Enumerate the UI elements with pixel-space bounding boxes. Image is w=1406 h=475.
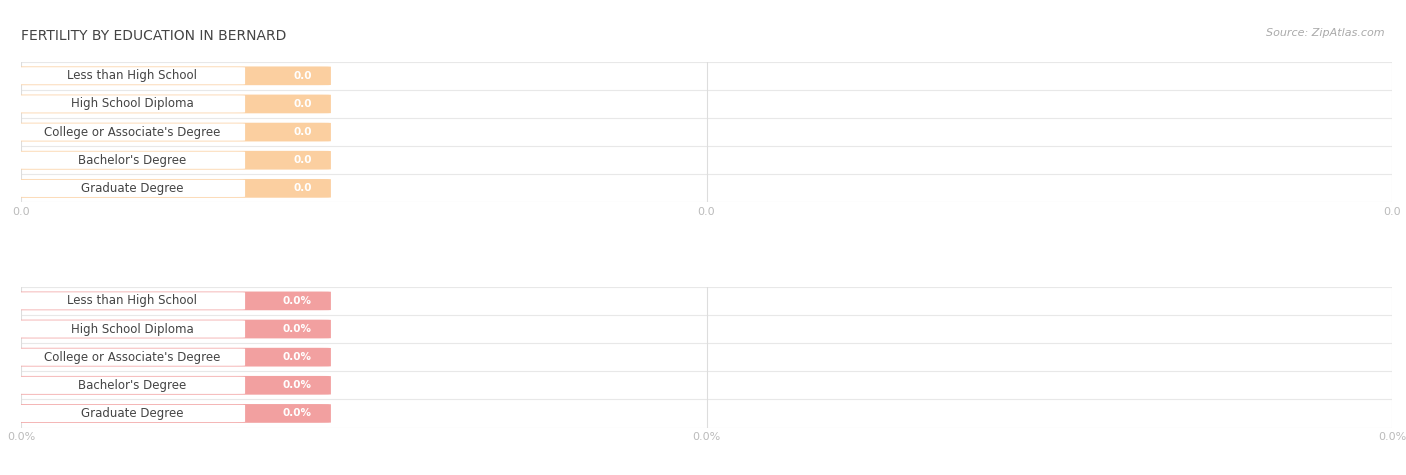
Text: College or Associate's Degree: College or Associate's Degree bbox=[44, 125, 221, 139]
FancyBboxPatch shape bbox=[13, 95, 330, 114]
Text: 0.0%: 0.0% bbox=[283, 408, 312, 418]
Text: Source: ZipAtlas.com: Source: ZipAtlas.com bbox=[1267, 28, 1385, 38]
FancyBboxPatch shape bbox=[20, 292, 245, 310]
Text: 0.0: 0.0 bbox=[294, 155, 312, 165]
FancyBboxPatch shape bbox=[20, 321, 245, 338]
Text: 0.0: 0.0 bbox=[294, 127, 312, 137]
Text: 0.0: 0.0 bbox=[294, 71, 312, 81]
Text: 0.0%: 0.0% bbox=[283, 380, 312, 390]
Text: Bachelor's Degree: Bachelor's Degree bbox=[79, 379, 187, 392]
Text: Graduate Degree: Graduate Degree bbox=[82, 407, 184, 420]
Text: 0.0%: 0.0% bbox=[283, 352, 312, 362]
Text: 0.0: 0.0 bbox=[294, 99, 312, 109]
FancyBboxPatch shape bbox=[13, 404, 330, 423]
Text: FERTILITY BY EDUCATION IN BERNARD: FERTILITY BY EDUCATION IN BERNARD bbox=[21, 28, 287, 42]
FancyBboxPatch shape bbox=[20, 67, 245, 85]
Text: High School Diploma: High School Diploma bbox=[72, 97, 194, 111]
FancyBboxPatch shape bbox=[13, 320, 330, 338]
FancyBboxPatch shape bbox=[20, 152, 245, 169]
Text: Less than High School: Less than High School bbox=[67, 294, 197, 307]
FancyBboxPatch shape bbox=[13, 292, 330, 310]
FancyBboxPatch shape bbox=[20, 124, 245, 141]
Text: Graduate Degree: Graduate Degree bbox=[82, 182, 184, 195]
Text: High School Diploma: High School Diploma bbox=[72, 323, 194, 335]
FancyBboxPatch shape bbox=[13, 179, 330, 198]
Text: 0.0: 0.0 bbox=[294, 183, 312, 193]
Text: 0.0%: 0.0% bbox=[283, 296, 312, 306]
FancyBboxPatch shape bbox=[20, 377, 245, 394]
FancyBboxPatch shape bbox=[13, 123, 330, 142]
Text: College or Associate's Degree: College or Associate's Degree bbox=[44, 351, 221, 364]
FancyBboxPatch shape bbox=[20, 405, 245, 422]
Text: Bachelor's Degree: Bachelor's Degree bbox=[79, 154, 187, 167]
FancyBboxPatch shape bbox=[20, 180, 245, 197]
Text: 0.0%: 0.0% bbox=[283, 324, 312, 334]
FancyBboxPatch shape bbox=[13, 348, 330, 367]
FancyBboxPatch shape bbox=[13, 376, 330, 395]
FancyBboxPatch shape bbox=[13, 66, 330, 85]
FancyBboxPatch shape bbox=[20, 349, 245, 366]
Text: Less than High School: Less than High School bbox=[67, 69, 197, 82]
FancyBboxPatch shape bbox=[20, 95, 245, 113]
FancyBboxPatch shape bbox=[13, 151, 330, 170]
